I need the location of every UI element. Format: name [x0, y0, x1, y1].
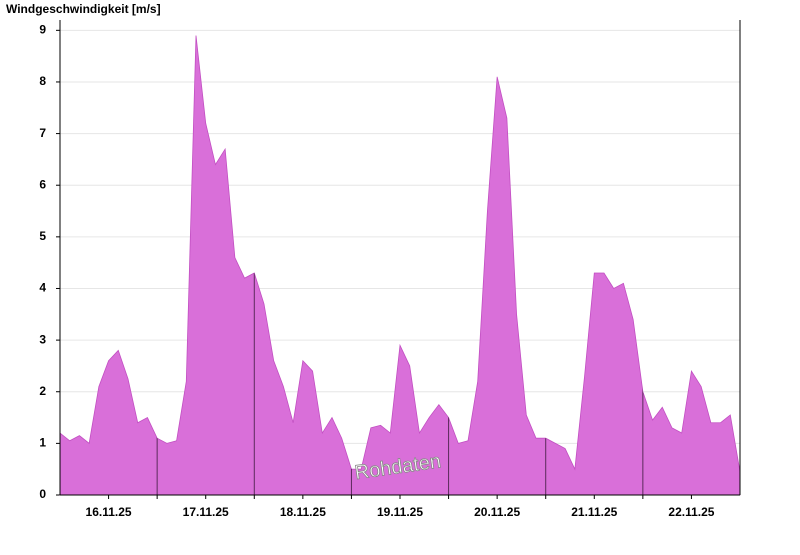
y-tick-label: 5	[39, 229, 46, 243]
x-tick-label: 19.11.25	[377, 505, 423, 519]
y-tick-label: 1	[39, 436, 46, 450]
y-tick-label: 6	[39, 177, 46, 191]
y-tick-label: 4	[39, 281, 46, 295]
x-tick-label: 22.11.25	[668, 505, 714, 519]
y-tick-label: 9	[39, 22, 46, 36]
x-tick-label: 18.11.25	[280, 505, 326, 519]
y-tick-label: 7	[39, 126, 46, 140]
x-tick-label: 16.11.25	[86, 505, 132, 519]
chart-title: Windgeschwindigkeit [m/s]	[6, 2, 161, 16]
x-tick-label: 17.11.25	[183, 505, 229, 519]
x-tick-label: 20.11.25	[474, 505, 520, 519]
area	[59, 35, 741, 496]
y-tick-label: 0	[39, 487, 46, 501]
x-tick-label: 21.11.25	[571, 505, 617, 519]
y-tick-label: 3	[39, 332, 46, 346]
y-tick-label: 2	[39, 384, 46, 398]
y-tick-label: 8	[39, 74, 46, 88]
